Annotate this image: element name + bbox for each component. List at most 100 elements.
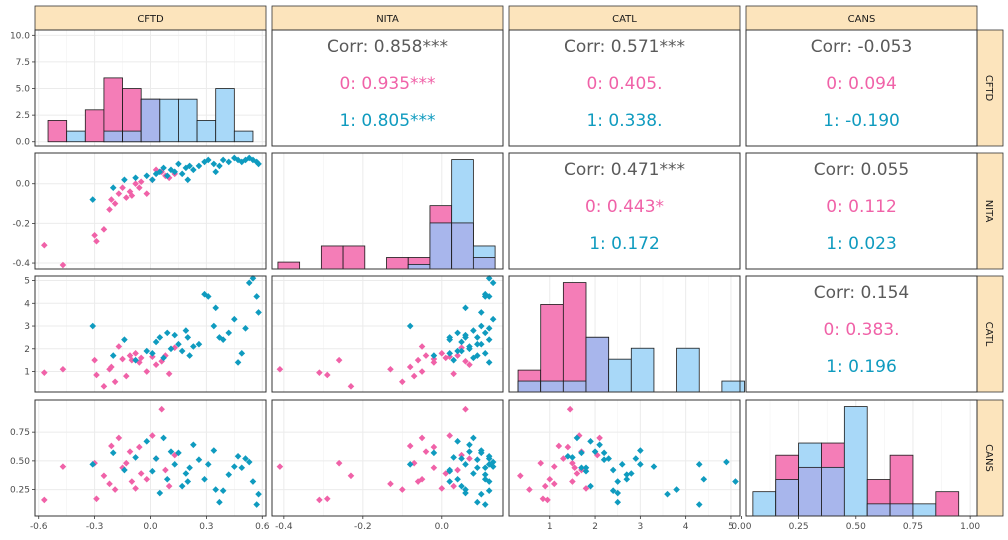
group1-point — [132, 356, 139, 364]
group1-point — [466, 343, 473, 350]
y-tick-label: 0.25 — [10, 486, 30, 496]
strip-row-cftd: CFTD — [976, 29, 1004, 147]
group1-point — [219, 336, 227, 343]
group0-point — [149, 432, 156, 439]
histogram-overlap-bar — [585, 336, 610, 393]
group0-point — [422, 352, 430, 359]
group0-point — [399, 378, 406, 386]
group0-point — [410, 372, 418, 380]
panel-catl-nita — [271, 274, 504, 393]
panel-nita-cftd — [34, 152, 267, 270]
group1-point — [121, 336, 128, 343]
group0-point — [458, 344, 465, 351]
group0-point — [143, 475, 151, 483]
group1-point — [178, 170, 186, 178]
histogram-bar — [630, 347, 655, 393]
group1-point — [143, 172, 151, 180]
histogram-bar — [320, 245, 344, 270]
strip-col-cans-bg — [745, 5, 978, 31]
group1-point — [466, 441, 473, 449]
panel-cans-cans — [745, 399, 978, 517]
group1-point — [186, 464, 193, 472]
group0-point — [106, 206, 113, 213]
panel-border — [34, 29, 267, 147]
group1-point — [121, 176, 128, 184]
group0-point — [399, 486, 406, 493]
group0-point — [526, 486, 533, 493]
y-tick-label: 10.0 — [10, 31, 30, 41]
group1-point — [149, 350, 156, 357]
group1-point — [178, 482, 186, 490]
group1-point — [175, 449, 182, 457]
y-tick-label: 0.75 — [10, 428, 30, 438]
histogram-bar — [178, 98, 198, 143]
group1-point — [485, 293, 493, 300]
panel-border — [271, 29, 504, 147]
panel-background — [509, 153, 740, 269]
group0-point — [128, 192, 136, 199]
strip-col-cftd: CFTD — [34, 5, 267, 31]
group1-point — [591, 448, 599, 455]
panel-background — [746, 276, 977, 392]
group1-point — [637, 447, 644, 454]
group0-point — [560, 455, 567, 462]
group1-point — [245, 458, 253, 466]
group1-point — [454, 475, 461, 483]
group0-point — [564, 443, 572, 451]
group0-point — [430, 355, 438, 363]
group0-point — [539, 495, 547, 503]
group0-point — [347, 383, 355, 390]
group1-point — [623, 471, 631, 478]
group1-point — [485, 478, 493, 485]
group0-point — [276, 463, 284, 470]
x-tick-label: -0.4 — [275, 522, 293, 532]
group1-point — [485, 461, 493, 468]
group0-point — [165, 370, 173, 378]
group1-point — [167, 345, 175, 353]
group1-point — [481, 464, 489, 472]
group1-point — [723, 458, 730, 466]
panel-background — [746, 30, 977, 146]
group0-point — [137, 354, 145, 362]
group1-point — [474, 340, 481, 348]
y-tick-label: 5 — [24, 277, 30, 287]
histogram-bar — [233, 130, 254, 143]
panel-background — [272, 276, 503, 392]
group0-point — [59, 365, 67, 373]
group1-point — [231, 315, 238, 323]
group0-point — [158, 357, 165, 365]
histogram-overlap-bar — [407, 263, 431, 270]
group1-point — [477, 447, 485, 454]
x-tick-label: 0.25 — [789, 522, 809, 532]
group1-point — [184, 176, 192, 184]
strip-col-nita: NITA — [271, 5, 504, 31]
group1-point — [201, 475, 208, 483]
group1-point — [481, 471, 489, 478]
group0-point — [132, 350, 139, 357]
y-tick-label: 3 — [24, 322, 30, 332]
group0-point — [323, 371, 331, 379]
x-tick-label: -0.3 — [86, 522, 104, 532]
panel-border — [271, 275, 504, 393]
group1-point — [171, 461, 179, 468]
panel-border — [34, 152, 267, 270]
panel-border — [508, 275, 741, 393]
group0-point — [126, 448, 134, 455]
histogram-overlap-bar — [540, 380, 564, 393]
group1-point — [462, 461, 469, 468]
group0-point — [569, 478, 576, 485]
group1-point — [132, 454, 139, 461]
group1-point — [152, 338, 160, 346]
group1-point — [596, 441, 603, 449]
group1-point — [462, 304, 469, 312]
group1-point — [219, 156, 227, 164]
histogram-overlap-bar — [472, 257, 496, 270]
panel-border — [271, 399, 504, 517]
x-tick-label: 0.6 — [255, 522, 270, 532]
group0-point — [276, 365, 284, 373]
panel-catl-cftd — [34, 274, 267, 393]
group1-point — [481, 329, 489, 337]
histogram-overlap-bar — [798, 466, 822, 517]
group0-point — [137, 178, 145, 186]
group0-point — [93, 371, 100, 379]
